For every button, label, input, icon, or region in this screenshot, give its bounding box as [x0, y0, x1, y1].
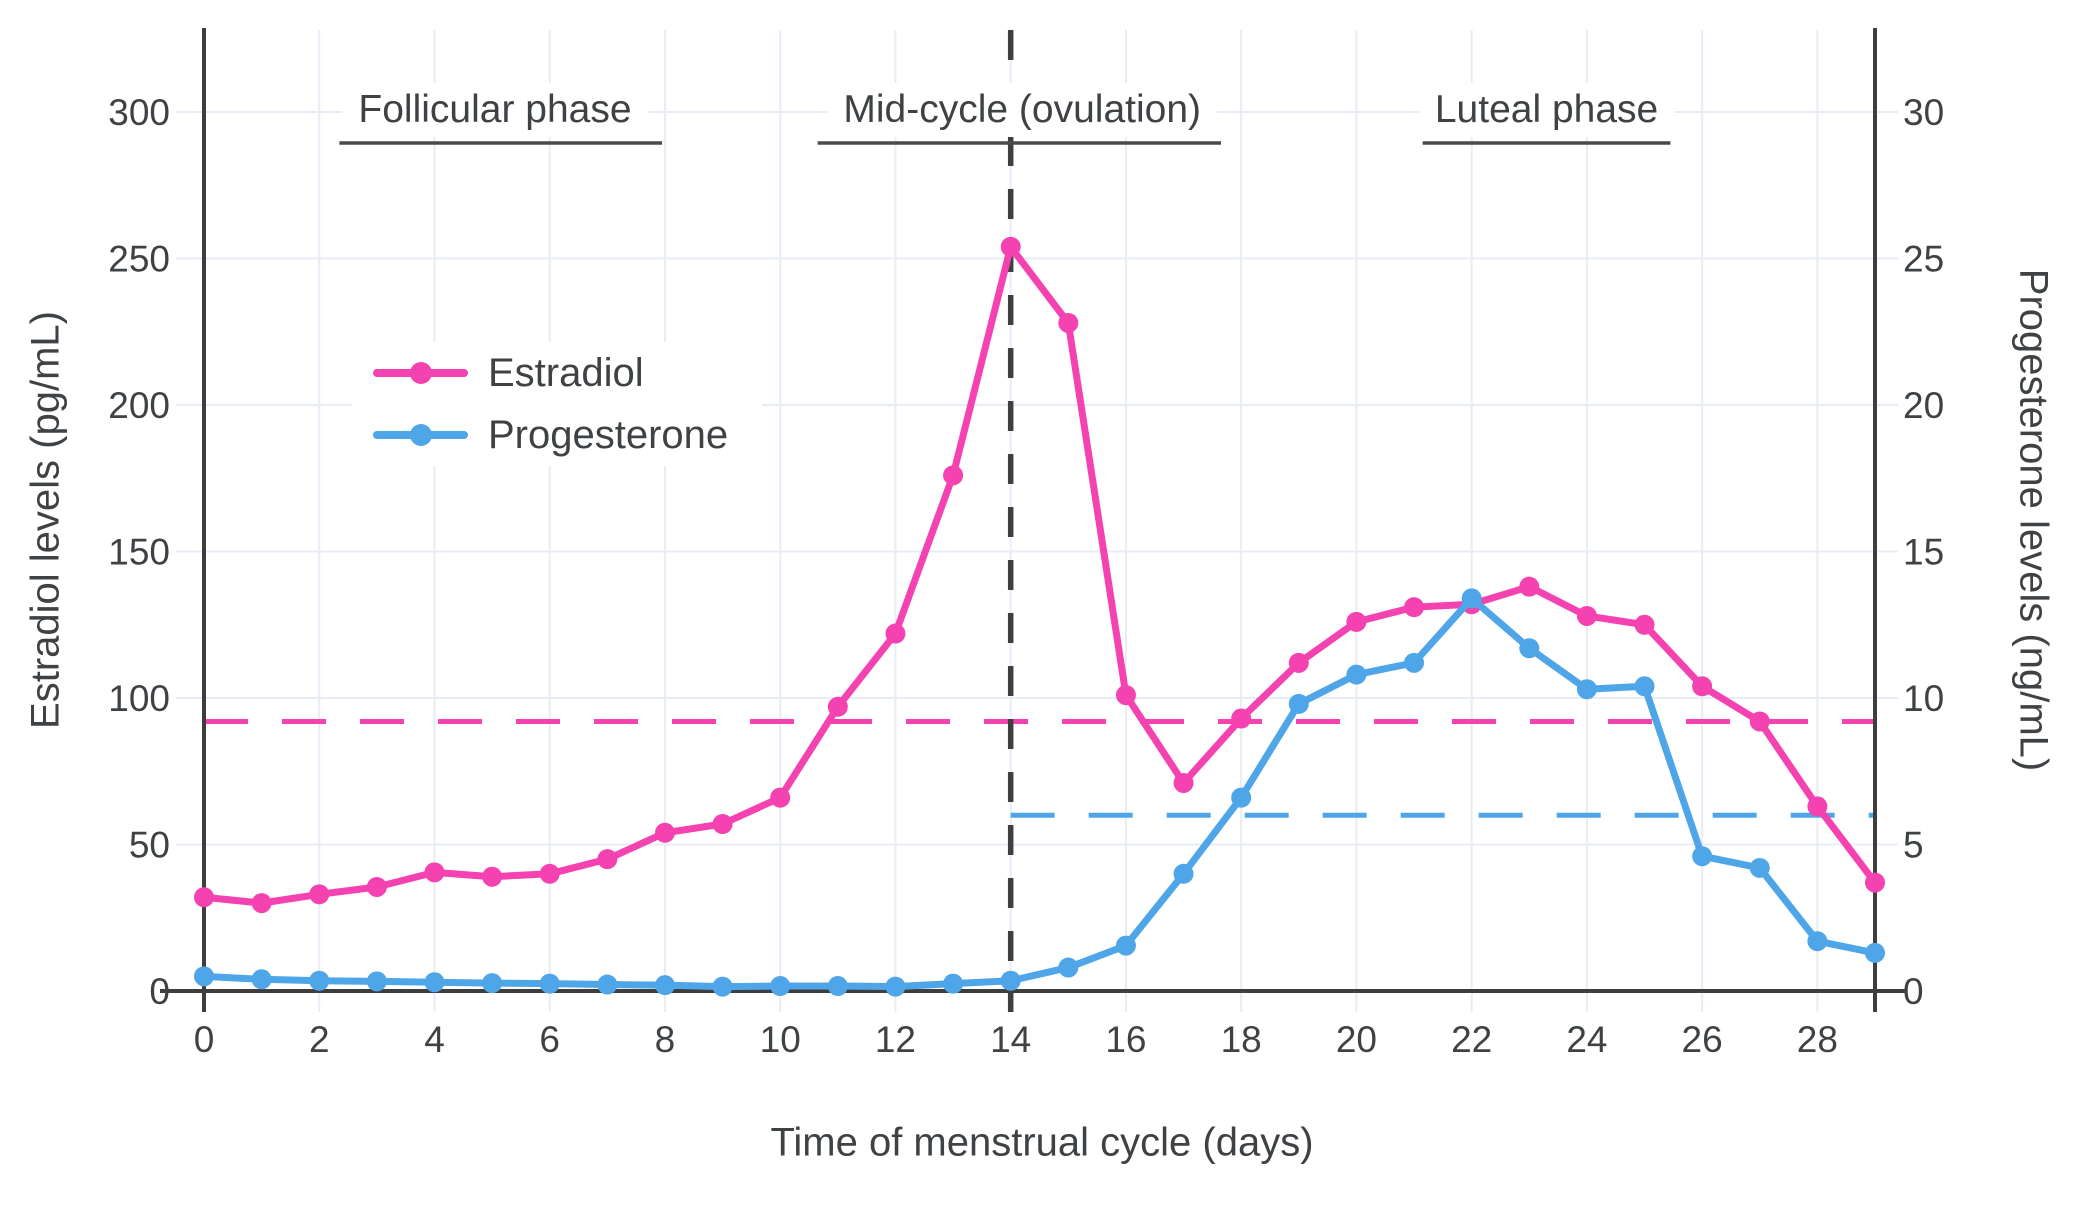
- phase-label-luteal: Luteal phase: [1418, 83, 1675, 137]
- svg-text:16: 16: [1105, 1019, 1146, 1060]
- svg-text:250: 250: [108, 239, 170, 280]
- svg-text:30: 30: [1903, 92, 1944, 133]
- legend: Estradiol Progesterone: [352, 342, 763, 466]
- right-axis-title: Progesterone levels (ng/mL): [2011, 268, 2056, 772]
- estradiol-marker-icon: [409, 362, 432, 384]
- legend-item-progesterone: Progesterone: [352, 404, 728, 466]
- svg-text:15: 15: [1903, 532, 1944, 573]
- phase-label-midcycle: Mid-cycle (ovulation): [827, 83, 1218, 137]
- estradiol-line-swatch: [373, 362, 468, 384]
- svg-text:22: 22: [1451, 1019, 1492, 1060]
- svg-text:10: 10: [1903, 678, 1944, 719]
- svg-text:20: 20: [1336, 1019, 1377, 1060]
- svg-text:0: 0: [194, 1019, 215, 1060]
- svg-text:0: 0: [1903, 971, 1924, 1012]
- svg-text:10: 10: [760, 1019, 801, 1060]
- svg-text:4: 4: [424, 1019, 445, 1060]
- svg-text:50: 50: [129, 825, 170, 866]
- svg-text:6: 6: [539, 1019, 560, 1060]
- legend-label-progesterone: Progesterone: [488, 412, 729, 457]
- svg-text:18: 18: [1221, 1019, 1262, 1060]
- svg-text:8: 8: [655, 1019, 676, 1060]
- progesterone-line-swatch: [373, 424, 468, 446]
- svg-text:200: 200: [108, 385, 170, 426]
- svg-text:20: 20: [1903, 385, 1944, 426]
- svg-text:2: 2: [309, 1019, 330, 1060]
- svg-text:300: 300: [108, 92, 170, 133]
- svg-text:24: 24: [1566, 1019, 1607, 1060]
- svg-text:25: 25: [1903, 239, 1944, 280]
- phase-label-follicular: Follicular phase: [342, 83, 648, 137]
- svg-text:12: 12: [875, 1019, 916, 1060]
- svg-text:100: 100: [108, 678, 170, 719]
- svg-text:0: 0: [149, 971, 170, 1012]
- progesterone-marker-icon: [409, 424, 432, 446]
- svg-text:28: 28: [1797, 1019, 1838, 1060]
- svg-text:14: 14: [990, 1019, 1031, 1060]
- x-axis-title: Time of menstrual cycle (days): [770, 1120, 1314, 1165]
- svg-text:26: 26: [1682, 1019, 1723, 1060]
- legend-label-estradiol: Estradiol: [488, 350, 644, 395]
- left-axis-title: Estradiol levels (pg/mL): [23, 311, 68, 729]
- svg-text:5: 5: [1903, 825, 1924, 866]
- svg-text:150: 150: [108, 532, 170, 573]
- legend-item-estradiol: Estradiol: [352, 342, 728, 404]
